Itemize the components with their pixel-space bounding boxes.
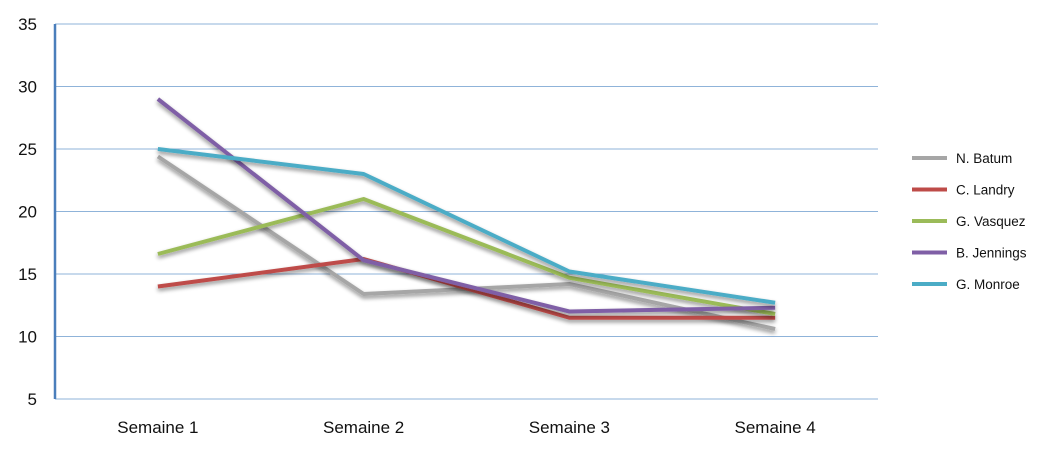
series-b-jennings xyxy=(158,99,775,312)
legend-label: C. Landry xyxy=(956,183,1015,198)
y-tick-label: 20 xyxy=(18,203,37,222)
y-tick-label: 35 xyxy=(18,15,37,34)
y-tick-label: 10 xyxy=(18,328,37,347)
y-tick-label: 15 xyxy=(18,265,37,284)
x-tick-label: Semaine 3 xyxy=(529,418,610,437)
y-tick-label: 30 xyxy=(18,78,37,97)
legend-label: B. Jennings xyxy=(956,246,1027,261)
legend-item: N. Batum xyxy=(912,151,1012,166)
gridlines xyxy=(55,24,878,399)
series-n-batum xyxy=(158,156,775,329)
x-axis-ticks: Semaine 1 Semaine 2 Semaine 3 Semaine 4 xyxy=(117,418,816,437)
x-tick-label: Semaine 2 xyxy=(323,418,404,437)
series-line xyxy=(158,157,775,330)
legend: N. Batum C. Landry G. Vasquez B. Jennings G.… xyxy=(912,151,1027,292)
y-tick-label: 25 xyxy=(18,140,37,159)
legend-label: G. Vasquez xyxy=(956,214,1026,229)
y-tick-label: 5 xyxy=(28,390,37,409)
y-axis-ticks: 5 10 15 20 25 30 35 xyxy=(18,15,37,409)
series-line xyxy=(158,99,775,312)
legend-item: C. Landry xyxy=(912,183,1015,198)
legend-item: G. Monroe xyxy=(912,277,1020,292)
legend-label: N. Batum xyxy=(956,151,1012,166)
legend-item: G. Vasquez xyxy=(912,214,1026,229)
x-tick-label: Semaine 4 xyxy=(734,418,815,437)
series-lines xyxy=(158,99,775,329)
x-tick-label: Semaine 1 xyxy=(117,418,198,437)
legend-label: G. Monroe xyxy=(956,277,1020,292)
legend-item: B. Jennings xyxy=(912,246,1027,261)
